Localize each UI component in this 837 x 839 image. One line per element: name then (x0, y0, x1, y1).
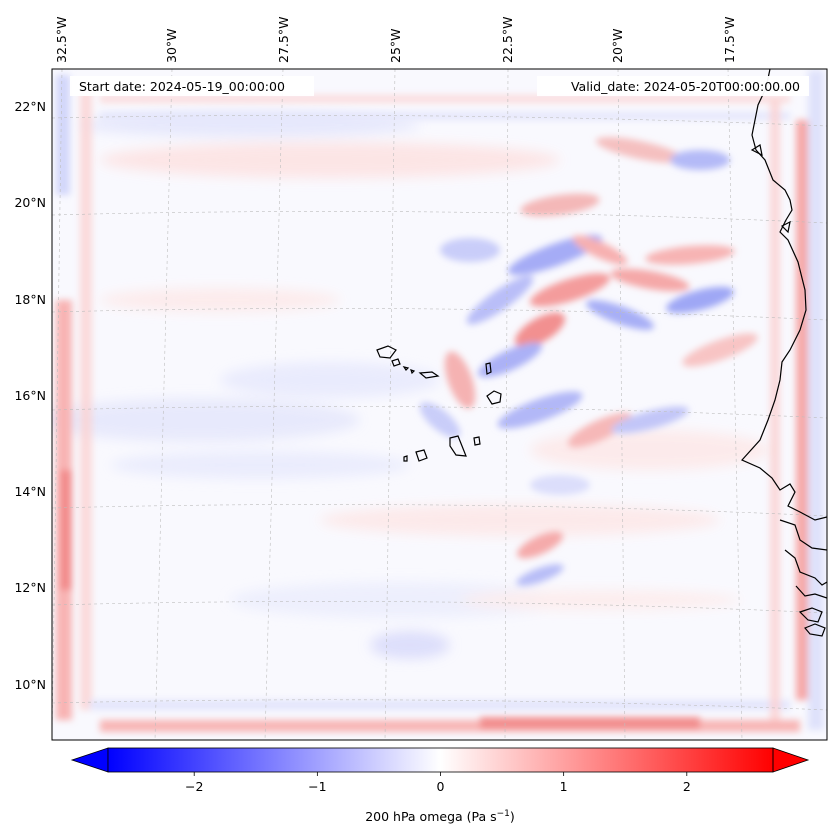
colorbar-tick-label: −1 (308, 779, 326, 794)
lat-label-20N: 20°N (14, 195, 46, 210)
island-sao-nicolau (418, 371, 440, 379)
coastlines (376, 69, 827, 637)
island-maio (473, 436, 481, 446)
colorbar-gradient (108, 748, 773, 772)
colorbar-tick-label: 1 (560, 779, 568, 794)
africa-coastline (741, 69, 827, 521)
colorbar-tick-label: 2 (683, 779, 691, 794)
island-sao-vicente (391, 358, 401, 367)
colorbar: −2 −1 0 1 2 200 hPa omega (Pa s−1) (70, 747, 810, 824)
start-date-label: Start date: 2024-05-19_00:00:00 (79, 79, 285, 94)
island-fogo (415, 449, 428, 462)
lat-label-12N: 12°N (14, 580, 46, 595)
omega-field (52, 69, 827, 740)
island-brava (403, 455, 408, 462)
colorbar-extend-high (772, 747, 810, 773)
lat-label-16N: 16°N (14, 388, 46, 403)
lat-label-10N: 10°N (14, 677, 46, 692)
lat-label-14N: 14°N (14, 484, 46, 499)
colorbar-tick-label: −2 (185, 779, 203, 794)
lon-label-30W: 30°W (164, 28, 179, 63)
graticule (52, 69, 827, 740)
colorbar-extend-low (70, 747, 109, 773)
lon-label-17.5W: 17.5°W (722, 17, 737, 63)
lat-label-22N: 22°N (14, 99, 46, 114)
lon-label-32.5W: 32.5°W (54, 17, 69, 63)
colorbar-tick-label: 0 (437, 779, 445, 794)
island-sal (485, 362, 492, 375)
colorbar-label: 200 hPa omega (Pa s−1) (365, 809, 515, 824)
lon-label-22.5W: 22.5°W (500, 17, 515, 63)
lon-label-25W: 25°W (388, 28, 403, 63)
lon-label-20W: 20°W (610, 28, 625, 63)
island-boa-vista (486, 390, 502, 405)
island-santiago (449, 435, 467, 457)
valid-date-label: Valid_date: 2024-05-20T00:00:00.00 (571, 79, 800, 94)
lon-label-27.5W: 27.5°W (276, 17, 291, 63)
island-santo-antao (376, 345, 397, 359)
lat-label-18N: 18°N (14, 292, 46, 307)
map-frame (51, 68, 828, 741)
